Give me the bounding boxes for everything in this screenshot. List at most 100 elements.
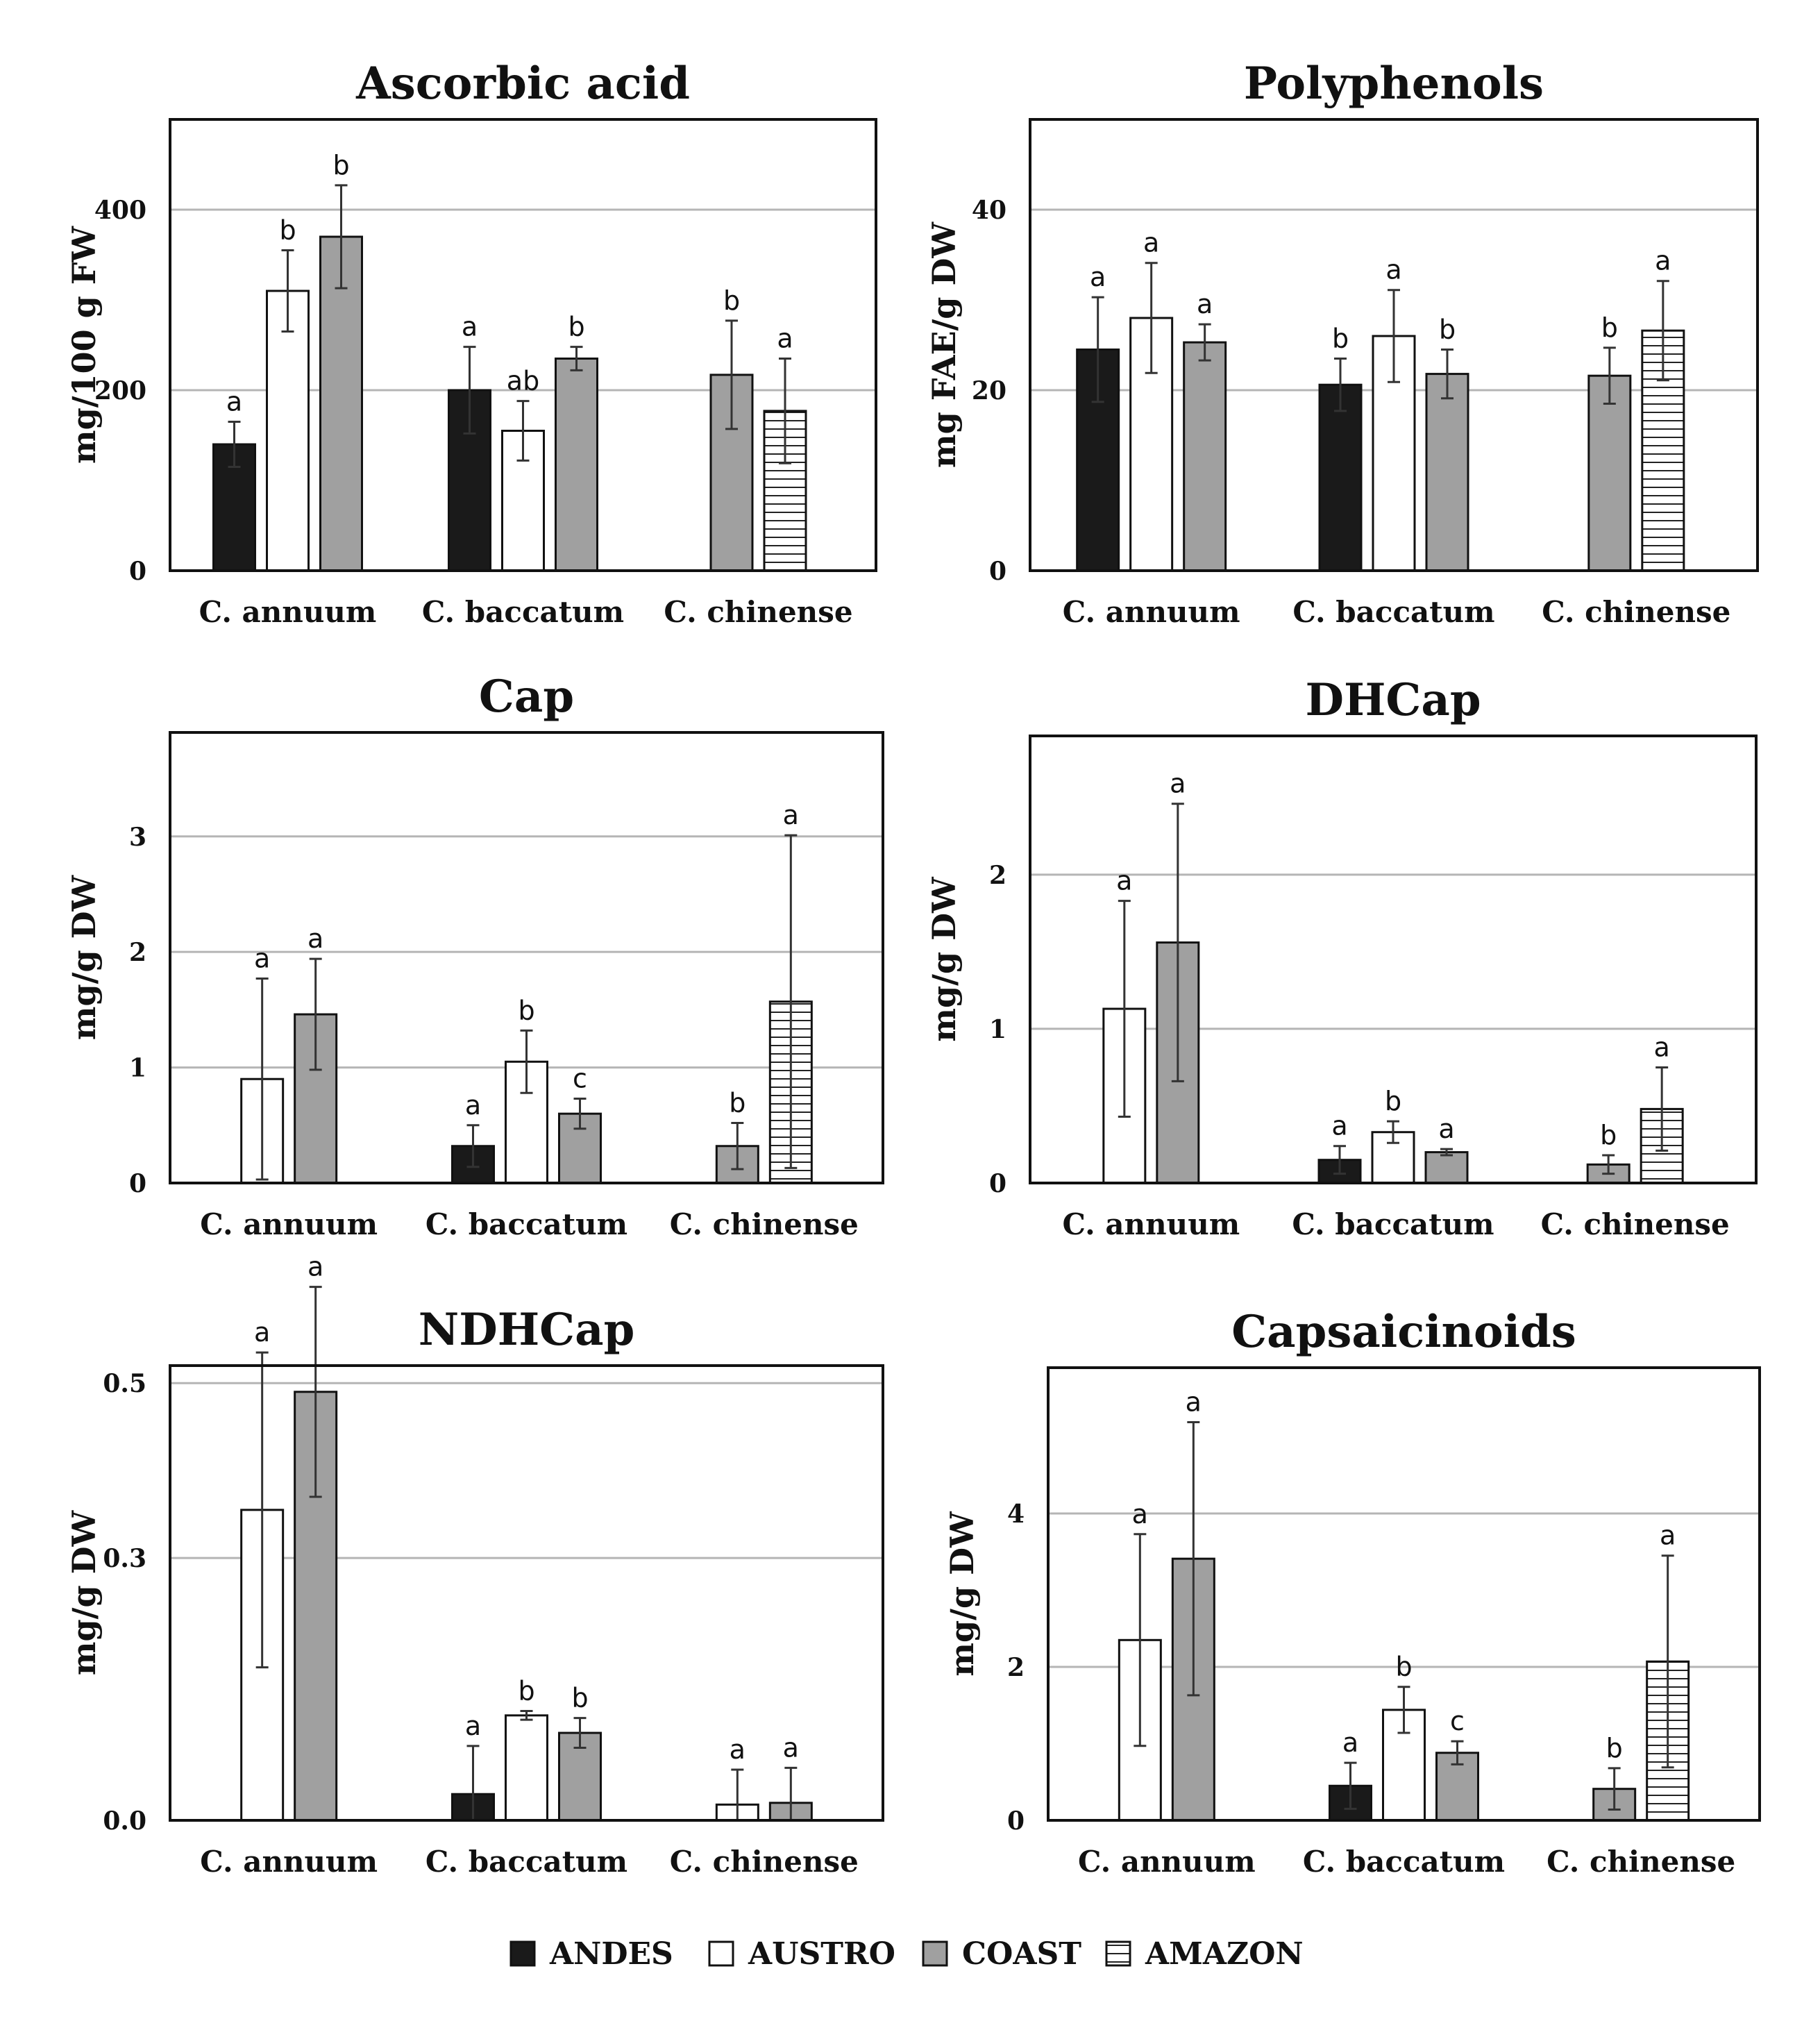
chart-title: Capsaicinoids [1231,1306,1576,1358]
plot-frame [1029,118,1759,572]
significance-label: ab [507,366,539,396]
y-tick-label: 0 [129,557,146,586]
legend-swatch [509,1940,536,1967]
y-tick-label: 40 [972,196,1006,225]
bar-austro-c-baccatum [505,1714,548,1822]
category-label: C. baccatum [425,1845,627,1879]
category-label: C. chinense [1542,595,1730,629]
significance-label: c [573,1064,587,1094]
category-label: C. chinense [670,1845,859,1879]
y-tick-label: 0.5 [103,1369,146,1398]
significance-label: c [1450,1706,1465,1736]
y-tick-label: 2 [989,861,1006,890]
bar-coast-c-baccatum [555,358,598,572]
plot-frame [169,731,884,1184]
y-tick-label: 0 [989,1169,1006,1198]
y-tick-label: 0.0 [103,1806,146,1836]
bar-andes-c-baccatum [1318,383,1363,572]
legend-item-austro: AUSTRO [708,1936,895,1972]
chart-ndhcap: a a C. annuum a b b C. baccatum a a C. chinense 0.… [65,1252,884,1879]
y-axis-label: mg/g DW [65,874,103,1040]
significance-label: b [568,312,584,342]
significance-label: b [723,285,740,316]
significance-label: a [1655,246,1671,276]
category-label: C. annuum [1078,1845,1256,1879]
significance-label: a [307,923,323,954]
chart-capsaicinoids: a a C. annuum a b c C. baccatum b a C. chinense 0 2… [943,1306,1761,1879]
plot-frame [169,118,877,572]
significance-label: a [465,1090,481,1121]
significance-label: a [254,1317,270,1348]
category-label: C. annuum [1063,595,1240,629]
legend-item-amazon: AMAZON [1105,1936,1304,1972]
significance-label: a [777,324,793,354]
bar-coast-c-baccatum [1424,1151,1469,1184]
y-tick-label: 200 [94,376,146,405]
legend: ANDES AUSTRO COAST AMAZON [509,1936,1304,1972]
legend-swatch [922,1940,948,1967]
legend-swatch [1105,1940,1131,1967]
y-tick-label: 0 [129,1169,146,1198]
significance-label: b [1439,314,1456,345]
significance-label: a [1090,262,1106,292]
significance-label: a [307,1252,323,1282]
chart-polyphenols: a a a C. annuum b a b C. baccatum b a C. chinense 0… [925,58,1759,629]
y-tick-label: 1 [129,1054,146,1083]
significance-label: b [1601,312,1618,343]
plot-frame [1047,1366,1761,1822]
significance-label: b [1332,324,1349,354]
significance-label: a [1660,1520,1676,1551]
significance-label: a [226,387,242,417]
y-tick-label: 0 [989,557,1006,586]
bar-coast-c-chinense [1587,374,1632,572]
chart-title: Polyphenols [1244,58,1544,110]
category-label: C. annuum [200,1845,378,1879]
chart-title: NDHCap [419,1304,635,1356]
chart-title: DHCap [1305,674,1481,726]
significance-label: b [1385,1086,1401,1116]
significance-label: a [1331,1111,1347,1141]
chart-dhcap: a a C. annuum a b a C. baccatum b a C. chinense 0 1… [925,674,1758,1241]
legend-swatch [708,1940,734,1967]
category-label: C. chinense [1547,1845,1735,1879]
y-axis-label: mg/100 g FW [65,226,103,464]
bar-austro-c-baccatum [505,1060,548,1184]
category-label: C. annuum [1062,1207,1240,1241]
category-label: C. baccatum [422,595,624,629]
category-label: C. chinense [670,1207,859,1241]
y-tick-label: 2 [129,938,146,967]
category-label: C. chinense [1541,1207,1730,1241]
significance-label: a [1186,1386,1202,1417]
category-label: C. annuum [200,1207,378,1241]
significance-label: a [730,1734,745,1765]
y-axis-label: mg/g DW [925,876,963,1042]
y-tick-label: 20 [972,376,1006,405]
y-tick-label: 3 [129,823,146,852]
legend-item-coast: COAST [922,1936,1081,1972]
significance-label: b [729,1087,745,1118]
plot-frame [169,1364,884,1822]
significance-label: b [279,215,296,246]
chart-title: Cap [479,671,574,723]
y-axis-label: mg FAE/g DW [925,221,963,468]
bar-austro-c-annuum [266,290,310,572]
significance-label: a [1197,289,1213,319]
bar-coast-c-baccatum [1425,373,1469,572]
y-tick-label: 2 [1007,1653,1025,1682]
legend-label: AMAZON [1145,1936,1304,1972]
y-axis-label: mg/g DW [943,1511,981,1677]
significance-label: a [462,312,478,342]
category-label: C. baccatum [1303,1845,1505,1879]
chart-title: Ascorbic acid [355,58,690,110]
y-tick-label: 0.3 [103,1544,146,1573]
significance-label: a [1438,1114,1454,1144]
significance-label: a [783,1732,799,1763]
significance-label: a [254,943,270,973]
legend-label: ANDES [549,1936,673,1972]
significance-label: b [518,995,534,1025]
y-tick-label: 0 [1007,1806,1025,1836]
significance-label: b [1600,1120,1617,1150]
